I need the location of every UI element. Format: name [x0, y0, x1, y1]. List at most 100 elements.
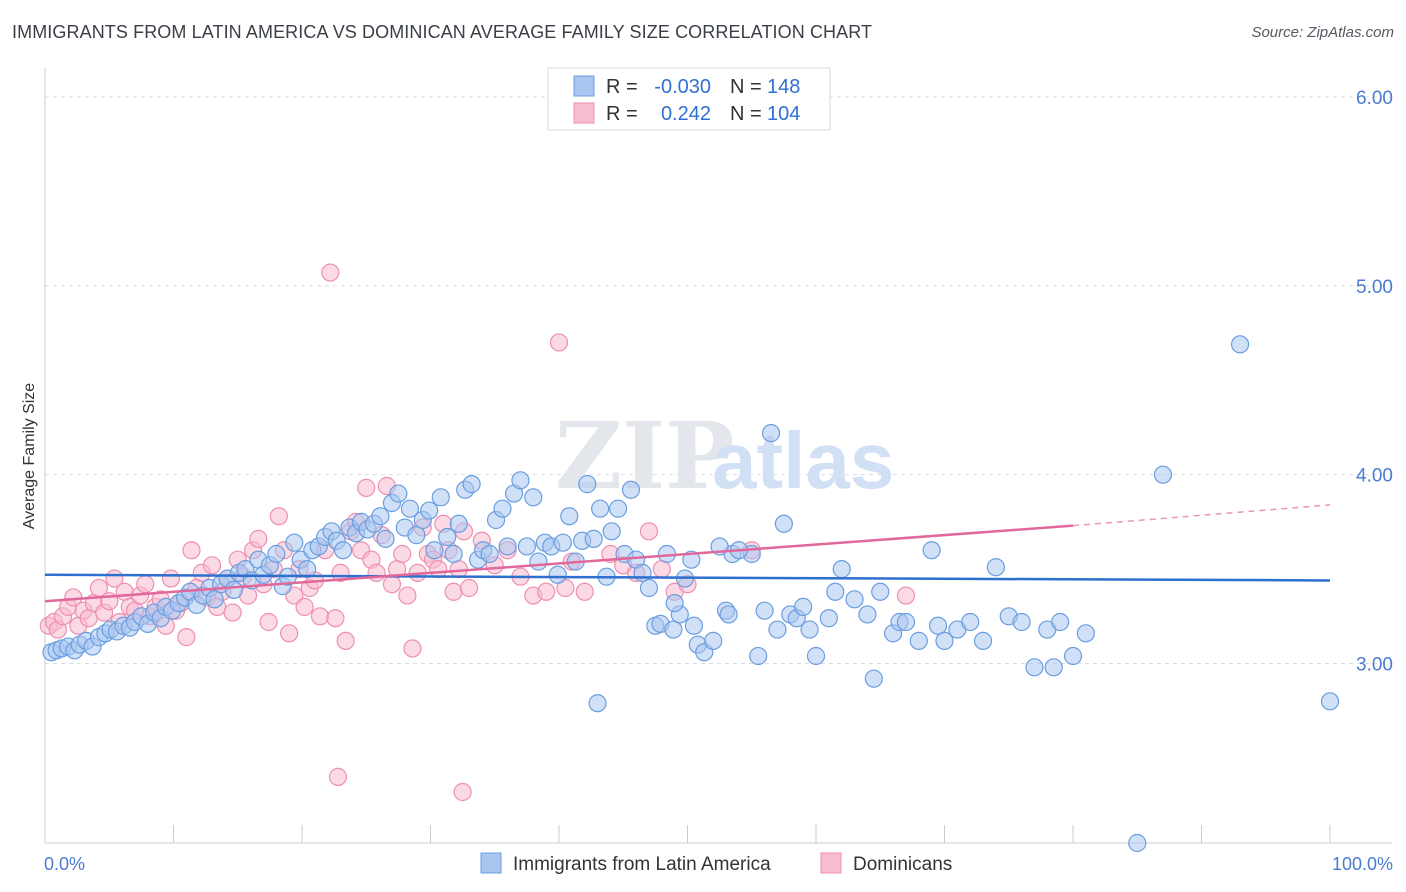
watermark-atlas: atlas — [712, 416, 894, 505]
latin-america-point-144 — [665, 594, 684, 613]
latin-america-point-90 — [591, 499, 610, 518]
latin-america-point-119 — [819, 609, 838, 628]
latin-america-point-95 — [621, 480, 641, 499]
dominicans-point-27 — [177, 628, 196, 647]
dominicans-point-53 — [310, 607, 330, 626]
x-tick-label-0: 0.0% — [44, 854, 85, 874]
latin-america-point-140 — [1063, 646, 1083, 666]
trend-lines — [44, 504, 1331, 603]
latin-america-point-152 — [1128, 833, 1147, 853]
dominicans-point-36 — [223, 603, 242, 622]
latin-america-point-62 — [420, 501, 439, 520]
dominicans-point-69 — [393, 544, 412, 564]
y-tick-label-3: 6.00 — [1356, 88, 1393, 109]
latin-america-point-84 — [553, 533, 572, 552]
chart-title: IMMIGRANTS FROM LATIN AMERICA VS DOMINIC… — [12, 22, 873, 42]
bottom-legend-swatch-pink — [820, 852, 842, 874]
dominicans-point-89 — [549, 333, 569, 352]
latin-america-point-37 — [267, 544, 286, 564]
dominicans-point-102 — [328, 767, 348, 786]
latin-america-point-120 — [832, 560, 851, 579]
latin-america-point-145 — [719, 605, 738, 624]
dominicans-point-50 — [295, 597, 314, 616]
latin-america-point-72 — [480, 544, 499, 564]
latin-america-point-65 — [438, 527, 457, 547]
latin-america-point-108 — [704, 631, 723, 650]
dominicans-point-56 — [326, 609, 345, 628]
latin-america-point-157 — [749, 646, 768, 666]
dominicans-point-67 — [382, 575, 402, 594]
dominicans-point-79 — [444, 582, 463, 601]
latin-america-point-139 — [1051, 612, 1070, 632]
legend-n-value-2: 104 — [767, 103, 800, 125]
dominicans-point-8 — [79, 609, 98, 628]
dominicans-point-47 — [280, 624, 299, 643]
latin-america-point-55 — [376, 529, 395, 548]
dominicans-point-76 — [429, 560, 448, 579]
latin-america-point-150 — [1153, 465, 1173, 484]
dominicans-point-82 — [459, 578, 479, 598]
latin-america-point-54 — [371, 507, 390, 526]
latin-america-point-147 — [864, 669, 883, 688]
dominicans-point-80 — [449, 560, 468, 579]
latin-america-point-156 — [826, 582, 845, 601]
dominicans-point-43 — [259, 612, 278, 632]
latin-america-point-137 — [1025, 658, 1044, 677]
latin-america-point-134 — [986, 558, 1006, 577]
latin-america-point-128 — [922, 541, 941, 560]
watermark: ZIP atlas — [555, 402, 894, 510]
legend-r-value-2: 0.242 — [661, 103, 711, 125]
latin-america-point-127 — [909, 631, 928, 650]
latin-america-point-85 — [560, 507, 579, 526]
dominicans-point-32 — [202, 556, 222, 575]
latin-america-point-30 — [224, 580, 243, 599]
latin-america-point-59 — [400, 499, 420, 518]
dominicans-point-64 — [367, 563, 386, 582]
trend-dominicans-extension — [1072, 504, 1331, 527]
latin-america-point-67 — [449, 514, 468, 533]
bottom-legend-label-1: Immigrants from Latin America — [513, 854, 771, 875]
chart-source: Source: ZipAtlas.com — [1251, 24, 1394, 41]
dominicans-point-19 — [136, 575, 155, 594]
latin-america-point-153 — [774, 514, 793, 533]
y-tick-labels: 3.00 4.00 5.00 6.00 — [1356, 88, 1393, 676]
latin-america-point-132 — [961, 612, 980, 632]
trend-latin-america — [44, 573, 1331, 582]
latin-america-point-88 — [578, 475, 597, 494]
y-tick-label-1: 4.00 — [1356, 466, 1393, 487]
latin-america-point-97 — [633, 563, 652, 582]
dominicans-point-41 — [249, 529, 268, 548]
latin-america-point-112 — [755, 601, 774, 620]
dominicans-point-58 — [336, 631, 355, 650]
latin-america-point-27 — [205, 590, 224, 609]
latin-america-point-146 — [588, 694, 607, 713]
dominicans-point-45 — [269, 507, 288, 526]
latin-america-point-149 — [1230, 335, 1250, 354]
legend-r-label-2: R = — [606, 103, 638, 125]
dominicans-point-15 — [115, 582, 134, 601]
latin-america-point-92 — [602, 522, 621, 541]
legend-swatch-blue — [573, 75, 595, 97]
dominicans-point-28 — [182, 541, 201, 560]
latin-america-point-116 — [794, 597, 813, 616]
dominicans-point-101 — [896, 586, 916, 605]
correlation-legend: R = -0.030 N = 148 R = 0.242 N = 104 — [547, 67, 831, 131]
latin-america-point-133 — [973, 631, 993, 650]
dominicans-point-70 — [398, 586, 417, 605]
latin-america-point-78 — [517, 537, 536, 556]
dominicans-point-96 — [639, 522, 659, 541]
latin-america-point-57 — [389, 484, 408, 503]
latin-america-point-42 — [298, 560, 317, 579]
latin-america-point-136 — [1012, 612, 1031, 632]
latin-america-point-93 — [609, 499, 628, 518]
latin-america-point-118 — [806, 646, 826, 666]
latin-america-point-102 — [664, 620, 683, 639]
latin-america-point-143 — [761, 424, 781, 443]
latin-america-point-151 — [1320, 692, 1340, 711]
latin-america-point-126 — [896, 612, 916, 632]
latin-america-point-141 — [1076, 624, 1095, 643]
latin-america-point-117 — [800, 620, 819, 639]
y-axis-label: Average Family Size — [21, 383, 38, 530]
latin-america-point-69 — [462, 475, 481, 494]
